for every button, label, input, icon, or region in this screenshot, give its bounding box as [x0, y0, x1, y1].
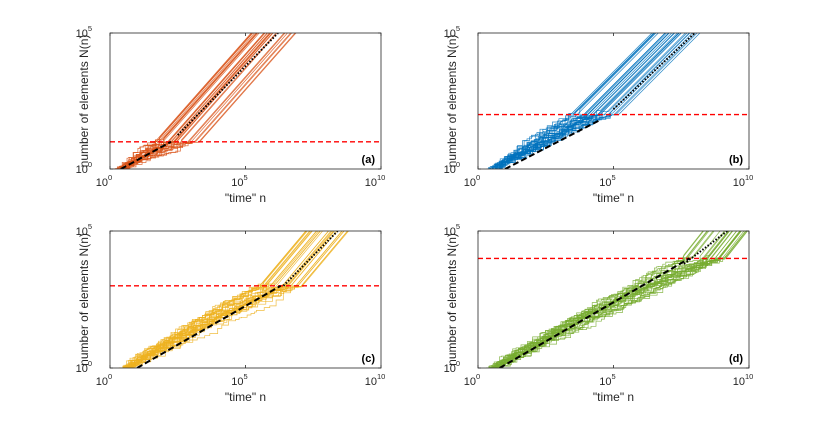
simulation-run [127, 231, 308, 368]
dashed-fit-line [136, 284, 282, 368]
simulation-run [486, 33, 659, 169]
y-tick-exponent: 5 [88, 24, 92, 33]
dotted-fit-line [612, 33, 696, 110]
x-tick-label: 100 [96, 372, 112, 388]
run-bundle [112, 33, 297, 169]
y-axis-label: number of elements N(n) [445, 35, 459, 168]
simulation-run [489, 33, 680, 169]
x-tick-exponent: 0 [108, 372, 112, 381]
y-axis-label: number of elements N(n) [77, 233, 91, 366]
x-tick-exponent: 5 [244, 173, 248, 182]
x-axis-label: "time" n [593, 390, 634, 404]
simulation-run [490, 231, 747, 368]
simulation-run [119, 231, 330, 368]
simulation-run [124, 231, 313, 368]
y-axis-label: number of elements N(n) [445, 233, 459, 366]
simulation-run [494, 33, 690, 169]
simulation-run [121, 231, 343, 368]
x-tick-label: 1010 [733, 372, 754, 388]
simulation-run [121, 231, 311, 368]
simulation-run [490, 231, 733, 368]
panel-label: (d) [729, 353, 743, 365]
y-tick-exponent: 0 [456, 160, 460, 169]
dotted-fit-line [683, 231, 728, 265]
x-tick-exponent: 5 [244, 372, 248, 381]
x-tick-exponent: 10 [745, 372, 753, 381]
x-tick-label: 1010 [733, 173, 754, 189]
y-tick-exponent: 5 [456, 222, 460, 231]
x-tick-exponent: 10 [377, 173, 385, 182]
panel-label: (a) [362, 154, 376, 166]
dotted-fit-line [177, 33, 279, 136]
dashed-fit-line [504, 119, 601, 169]
y-axis-label: number of elements N(n) [77, 35, 91, 168]
simulation-run [492, 33, 653, 169]
x-tick-label: 100 [464, 372, 480, 388]
simulation-run [488, 33, 656, 169]
x-tick-label: 100 [464, 173, 480, 189]
y-tick-exponent: 5 [456, 24, 460, 33]
simulation-run [120, 33, 286, 169]
x-axis-label: "time" n [593, 191, 634, 205]
panel-label: (b) [729, 154, 743, 166]
simulation-run [488, 231, 715, 368]
simulation-run [493, 33, 693, 169]
x-tick-label: 1010 [365, 372, 386, 388]
x-tick-exponent: 0 [476, 173, 480, 182]
simulation-run [493, 231, 726, 368]
x-tick-label: 105 [231, 372, 247, 388]
y-tick-exponent: 0 [88, 160, 92, 169]
x-tick-label: 105 [599, 372, 615, 388]
simulation-run [486, 231, 714, 368]
dashed-fit-line [499, 257, 690, 368]
x-tick-exponent: 0 [108, 173, 112, 182]
run-bundle [118, 231, 350, 368]
x-tick-label: 1010 [365, 173, 386, 189]
simulation-run [490, 231, 708, 368]
simulation-run [495, 33, 657, 169]
x-axis-label: "time" n [225, 390, 266, 404]
simulation-run [125, 231, 343, 368]
simulation-run [490, 231, 710, 368]
x-tick-label: 105 [231, 173, 247, 189]
x-axis-label: "time" n [225, 191, 266, 205]
simulation-run [491, 33, 698, 169]
dashed-fit-line [120, 140, 172, 169]
panel-label: (c) [362, 353, 376, 365]
x-tick-exponent: 5 [612, 173, 616, 182]
y-tick-exponent: 0 [88, 359, 92, 368]
simulation-run [124, 231, 307, 368]
x-tick-exponent: 5 [612, 372, 616, 381]
x-tick-label: 100 [96, 173, 112, 189]
y-tick-exponent: 0 [456, 359, 460, 368]
x-tick-exponent: 10 [745, 173, 753, 182]
y-tick-exponent: 5 [88, 222, 92, 231]
x-tick-label: 105 [599, 173, 615, 189]
x-tick-exponent: 0 [476, 372, 480, 381]
simulation-run [490, 231, 729, 368]
simulation-run [491, 231, 742, 368]
simulation-run [494, 33, 670, 169]
run-bundle [486, 33, 701, 169]
run-bundle [486, 231, 749, 368]
x-tick-exponent: 10 [377, 372, 385, 381]
